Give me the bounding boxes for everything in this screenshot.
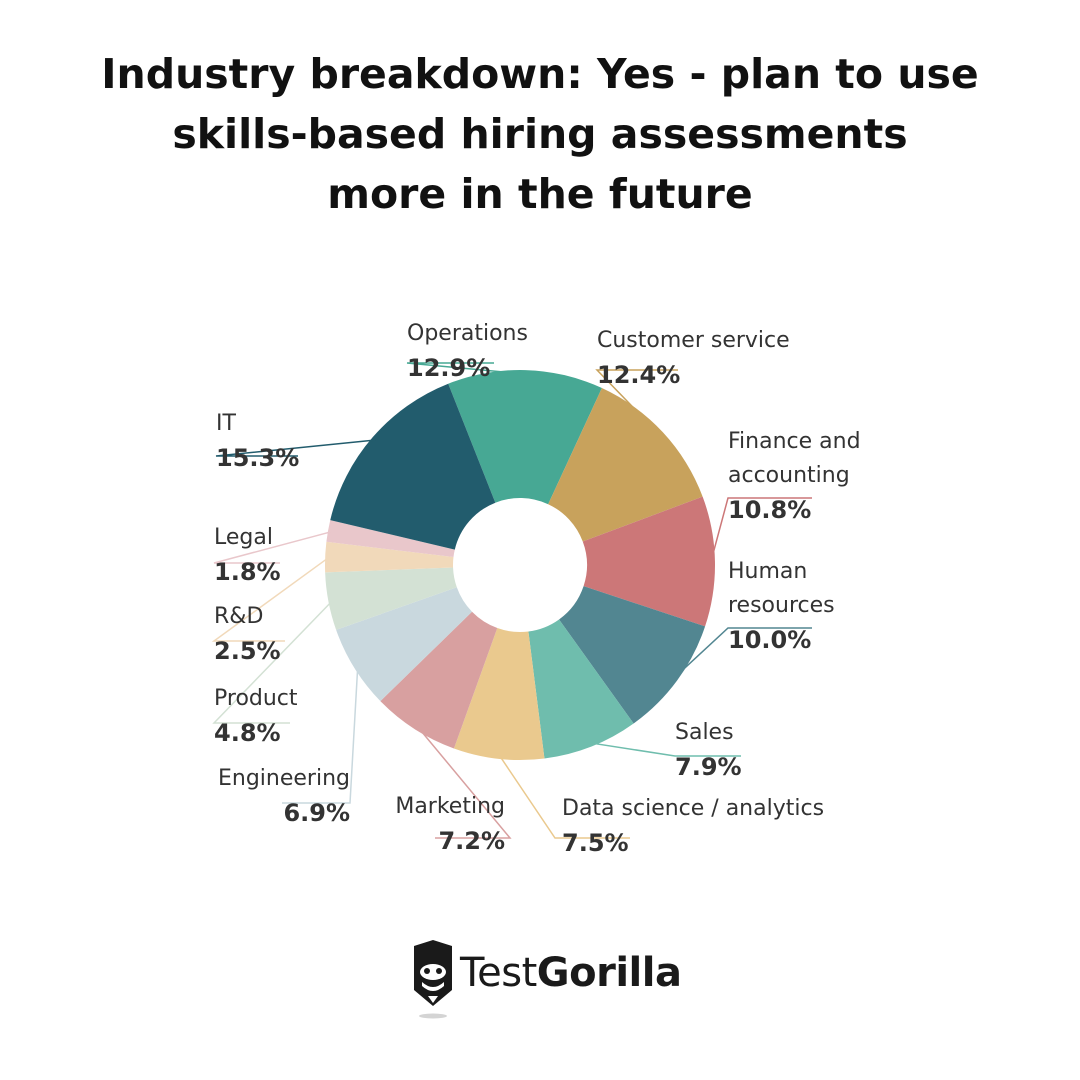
slice-labels: Operations 12.9% Customer service 12.4% Fina… (211, 321, 861, 857)
slice-label-sales: Sales (675, 720, 734, 745)
chart-title-line-3: more in the future (327, 170, 753, 218)
chart-title-line-1: Industry breakdown: Yes - plan to use (101, 50, 979, 98)
slice-value-legal: 1.8% (214, 558, 281, 586)
slice-label-legal: Legal (214, 525, 273, 550)
slice-value-engineering: 6.9% (283, 799, 350, 827)
slice-label-it: IT (216, 411, 236, 436)
slice-label-r-d: R&D (214, 604, 263, 629)
leader-line-human-resources (673, 627, 812, 679)
leader-line-product (212, 600, 333, 724)
slice-value-customer-service: 12.4% (597, 361, 680, 389)
leader-line-it (215, 439, 376, 457)
slice-value-it: 15.3% (216, 444, 299, 472)
slice-label-product: Product (214, 686, 298, 711)
leader-line-operations (406, 362, 526, 375)
slice-value-human-resources: 10.0% (728, 626, 811, 654)
slice-label-human-resources: Human (728, 559, 807, 584)
leader-line-legal (213, 530, 333, 564)
leader-line-customer-service (595, 369, 678, 436)
donut-slices (325, 370, 715, 760)
slice-label-customer-service: Customer service (597, 328, 790, 353)
slice-operations (448, 370, 602, 505)
slice-human-resources (559, 586, 706, 724)
slice-label-finance-and-accounting: Finance and (728, 429, 861, 454)
leader-line-data-science-analytics (498, 754, 630, 839)
slice-value-r-d: 2.5% (214, 637, 281, 665)
gorilla-pencil-icon (414, 940, 452, 1019)
slice-label-operations: Operations (407, 321, 528, 346)
leader-line-finance-and-accounting (710, 497, 812, 562)
brand-name-bold: Gorilla (536, 950, 682, 996)
chart-title-line-2: skills-based hiring assessments (172, 110, 908, 158)
slice-value-finance-and-accounting: 10.8% (728, 496, 811, 524)
slice-customer-service (548, 388, 703, 542)
slice-label-human-resources: resources (728, 593, 835, 618)
brand-name-regular: Test (460, 950, 537, 996)
slice-engineering (336, 587, 473, 702)
slice-value-operations: 12.9% (407, 354, 490, 382)
slice-label-finance-and-accounting: accounting (728, 463, 850, 488)
slice-label-data-science-analytics: Data science / analytics (562, 796, 824, 821)
leader-line-engineering (282, 665, 359, 804)
slice-it (330, 383, 496, 550)
slice-value-data-science-analytics: 7.5% (562, 829, 629, 857)
chart-title: Industry breakdown: Yes - plan to use sk… (40, 44, 1040, 224)
leader-line-sales (589, 742, 741, 757)
slice-label-marketing: Marketing (395, 794, 505, 819)
slice-r-d (325, 541, 454, 573)
slice-label-engineering: Engineering (218, 766, 350, 791)
slice-product (325, 567, 457, 630)
leader-line-marketing (416, 725, 512, 839)
testgorilla-logo: TestGorilla (410, 938, 682, 1028)
brand-name: TestGorilla (460, 950, 682, 996)
slice-legal (326, 520, 455, 558)
slice-sales (528, 619, 634, 759)
slice-value-marketing: 7.2% (438, 827, 505, 855)
slice-data-science-analytics (453, 628, 545, 760)
slice-value-sales: 7.9% (675, 753, 742, 781)
slice-marketing (380, 611, 498, 749)
leader-line-r-d (211, 556, 330, 642)
slice-finance-and-accounting (582, 496, 715, 627)
slice-value-product: 4.8% (214, 719, 281, 747)
